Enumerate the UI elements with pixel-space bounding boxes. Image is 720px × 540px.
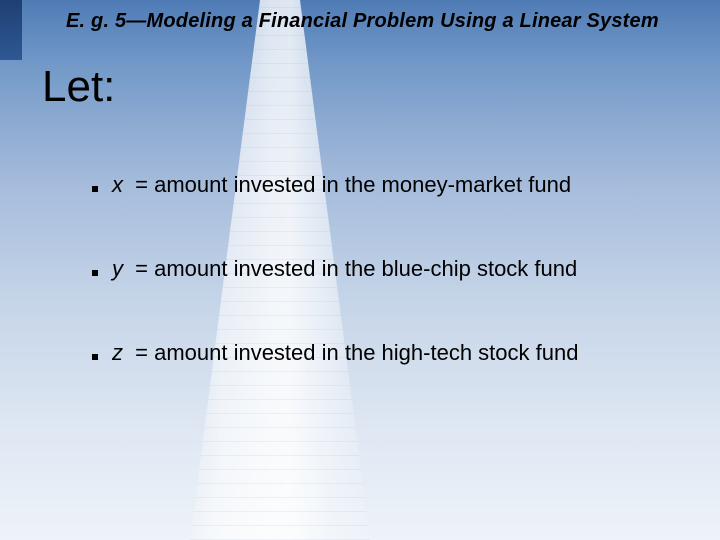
list-item-content: y = amount invested in the blue-chip sto… — [112, 256, 577, 282]
list-item: z = amount invested in the high-tech sto… — [92, 340, 680, 366]
accent-block — [0, 0, 22, 60]
list-item-text: = amount invested in the high-tech stock… — [135, 340, 578, 365]
list-item-content: x = amount invested in the money-market … — [112, 172, 571, 198]
slide-title: E. g. 5—Modeling a Financial Problem Usi… — [66, 10, 700, 33]
bullet-icon — [92, 270, 98, 276]
variable-symbol: y — [112, 256, 123, 281]
variable-symbol: z — [112, 340, 123, 365]
bullet-icon — [92, 186, 98, 192]
list-item-text: = amount invested in the blue-chip stock… — [135, 256, 577, 281]
list-item: y = amount invested in the blue-chip sto… — [92, 256, 680, 282]
list-item-text: = amount invested in the money-market fu… — [135, 172, 571, 197]
variable-symbol: x — [112, 172, 123, 197]
bullet-icon — [92, 354, 98, 360]
list-item-content: z = amount invested in the high-tech sto… — [112, 340, 578, 366]
list-item: x = amount invested in the money-market … — [92, 172, 680, 198]
bullet-list: x = amount invested in the money-market … — [92, 172, 680, 424]
slide-heading: Let: — [42, 62, 115, 112]
